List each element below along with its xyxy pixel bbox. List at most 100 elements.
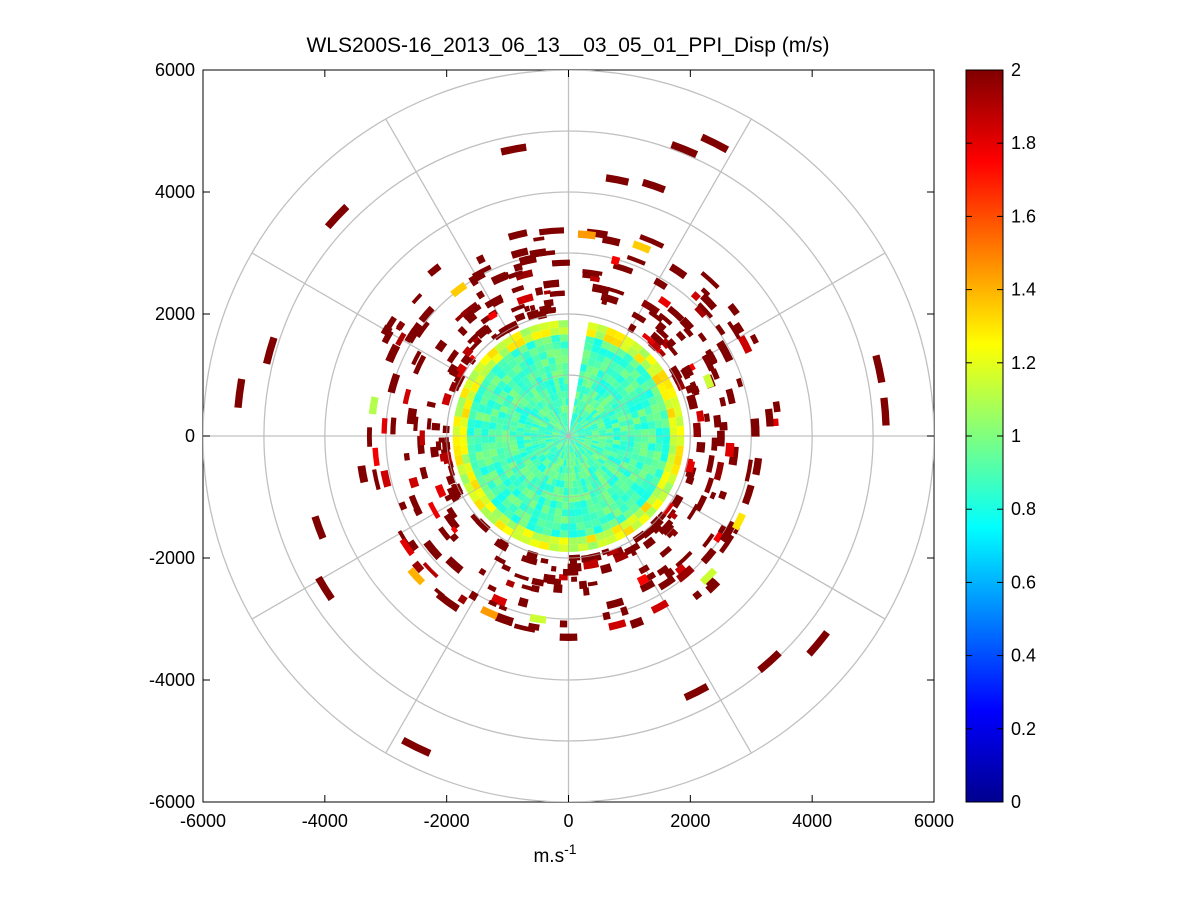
disk-cell [660,470,671,482]
data-cell [731,512,746,531]
data-cell [401,736,432,757]
disk-cell [614,330,627,342]
disk-cell [553,515,562,524]
y-tick-label: 0 [185,426,195,446]
disk-cell [554,449,561,457]
data-cell [315,575,335,602]
disk-cell [605,327,618,338]
disk-cell [498,513,511,526]
disk-cell [555,479,561,488]
disk-cell [595,353,606,364]
disk-cell [509,440,518,447]
disk-cell [530,387,539,397]
disk-cell [579,500,588,509]
disk-cell [460,417,469,428]
disk-cell [460,444,469,455]
scan-cell [750,418,760,437]
disk-cell [479,396,490,407]
scan-cell [484,294,504,309]
data-cell [380,470,392,488]
disk-cell [521,486,531,497]
polar-ring-overlay [446,313,691,559]
disk-cell [491,507,504,520]
disk-cell [488,428,496,436]
disk-cell [524,424,532,430]
polar-spoke-overlay [510,435,569,537]
disk-cell [637,454,647,464]
disk-cell [485,490,497,502]
disk-cell [541,457,549,466]
scan-cell [406,539,419,553]
disk-cell [570,429,577,435]
disk-cell [481,428,489,436]
disk-cell [614,364,625,375]
scan-cell [543,290,551,295]
disk-cell [531,423,540,429]
disk-cell [568,494,575,503]
scan-cell [697,302,714,319]
disk-cell [526,416,535,424]
disk-cell [594,393,602,402]
scan-cell [663,567,676,579]
disk-cell [576,457,582,465]
disk-cell [543,498,552,507]
disk-cell [549,393,556,402]
scan-cell [582,268,603,276]
scan-cell [464,311,478,324]
disk-cell [579,363,588,372]
disk-cell [568,466,572,474]
scan-cell [656,564,670,576]
disk-cell [543,483,551,492]
disk-cell [586,483,594,492]
disk-cell [474,486,486,499]
disk-cell [610,418,619,425]
disk-cell [452,436,461,447]
disk-cell [673,454,683,466]
disk-cell [549,445,556,452]
disk-cell [598,475,607,485]
disk-cell [630,453,640,462]
disk-cell [584,468,591,477]
disk-cell [463,398,474,410]
disk-cell [506,379,517,389]
disk-cell [595,460,603,468]
disk-cell [572,458,577,467]
disk-cell [582,513,592,523]
disk-cell [558,465,564,474]
disk-cell [556,442,563,449]
disk-cell [605,442,613,448]
disk-cell [650,475,661,487]
disk-cell [676,425,685,436]
disk-cell [632,447,641,455]
scan-cell [523,305,531,313]
disk-cell [609,451,618,459]
polar-grid-overlay [446,313,691,559]
disk-cell [625,464,635,473]
polar-spoke-overlay [568,377,669,437]
disk-cell [512,384,522,394]
scan-cell [510,303,526,313]
disk-cell [523,458,532,466]
disk-cell [597,423,606,429]
disk-cell [466,436,475,445]
disk-cell [618,420,627,427]
disk-cell [583,452,591,460]
disk-cell [549,420,556,427]
scan-cell [629,616,645,629]
disk-cell [581,484,589,494]
scan-cell [471,334,480,344]
disk-cell [581,420,588,427]
disk-cell [602,416,611,424]
disk-cell [540,534,551,544]
disk-cell [568,426,571,434]
disk-cell [574,501,582,510]
disk-cell [549,363,558,372]
disk-cell [558,398,564,407]
disk-cell [569,438,573,445]
scan-cell [648,518,664,534]
disk-cell [501,363,513,375]
disk-cell [587,321,599,331]
disk-cell [661,418,670,428]
disk-cell [545,349,555,359]
disk-cell [622,525,635,537]
